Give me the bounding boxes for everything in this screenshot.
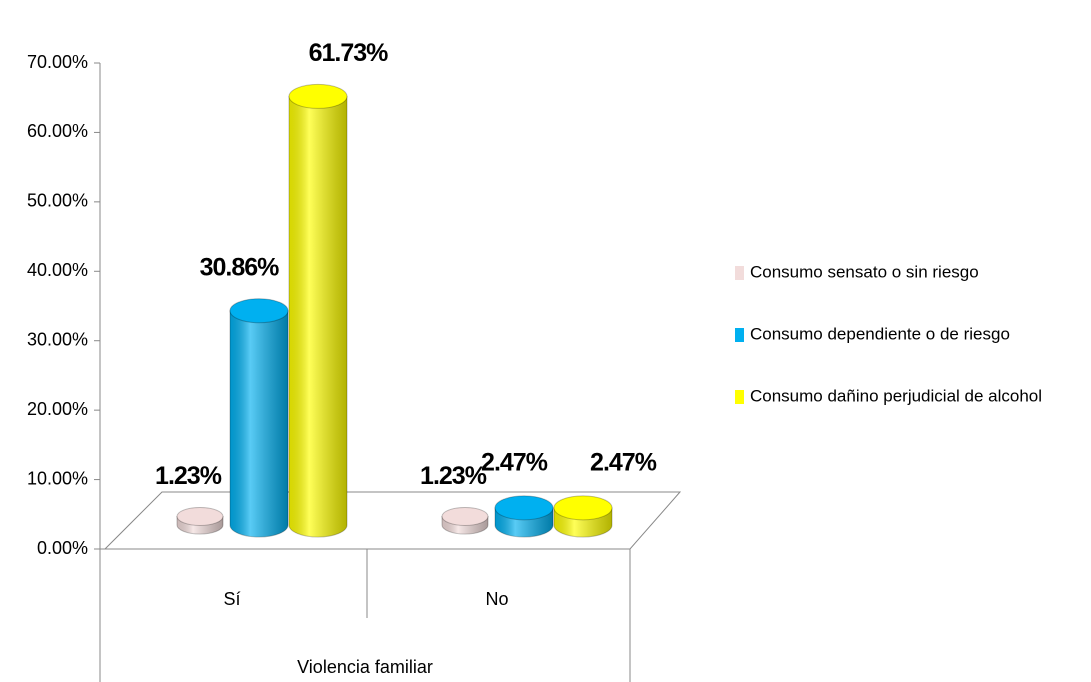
legend-swatch: [735, 266, 744, 280]
cylinder-shade: [230, 310, 288, 537]
y-tick-label: 10.00%: [27, 468, 88, 488]
x-tick-label: Sí: [223, 589, 240, 609]
y-tick-label: 60.00%: [27, 121, 88, 141]
value-label: 2.47%: [481, 449, 548, 477]
cylinder-top: [441, 506, 489, 526]
value-label: 30.86%: [200, 253, 280, 281]
cylinder-top: [288, 83, 348, 109]
value-label: 1.23%: [420, 462, 487, 490]
cylinder-top: [229, 298, 289, 324]
cylinder-shade: [289, 96, 347, 538]
y-tick-label: 70.00%: [27, 52, 88, 72]
value-label: 2.47%: [590, 449, 657, 477]
value-label: 61.73%: [309, 39, 389, 67]
y-tick-label: 40.00%: [27, 260, 88, 280]
x-axis-title: Violencia familiar: [297, 657, 433, 677]
legend-swatch: [735, 390, 744, 404]
y-tick-label: 0.00%: [37, 538, 88, 558]
y-tick-label: 50.00%: [27, 191, 88, 211]
cylinder-top: [553, 495, 613, 521]
legend-label: Consumo sensato o sin riesgo: [750, 262, 979, 281]
cylinder-top: [494, 495, 554, 521]
x-tick-label: No: [485, 589, 508, 609]
legend-swatch: [735, 328, 744, 342]
y-tick-label: 20.00%: [27, 399, 88, 419]
legend-label: Consumo dependiente o de riesgo: [750, 324, 1010, 343]
y-tick-label: 30.00%: [27, 329, 88, 349]
legend-label: Consumo dañino perjudicial de alcohol: [750, 386, 1042, 405]
cylinder-top: [176, 506, 224, 526]
value-label: 1.23%: [155, 462, 222, 490]
